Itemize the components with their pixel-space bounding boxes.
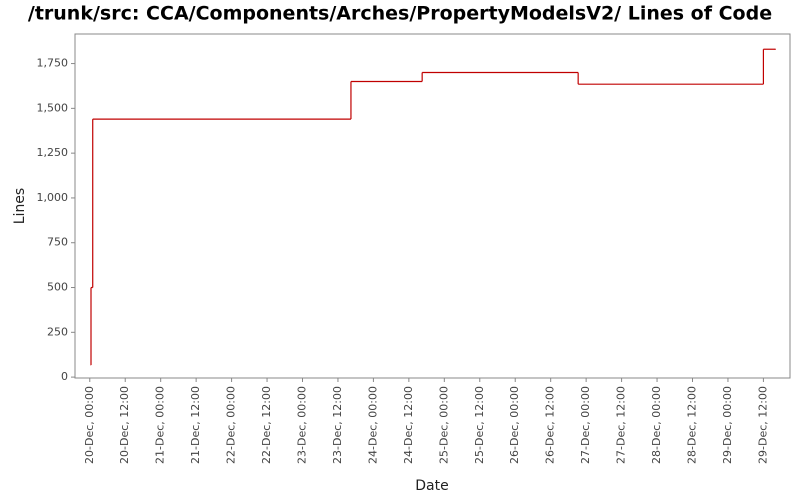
y-tick-label: 1,750 bbox=[37, 57, 69, 70]
y-tick-label: 250 bbox=[47, 325, 68, 338]
y-tick-label: 1,000 bbox=[37, 191, 69, 204]
x-tick-label: 27-Dec, 00:00 bbox=[579, 386, 592, 464]
x-tick-label: 22-Dec, 12:00 bbox=[260, 386, 273, 464]
x-tick-label: 25-Dec, 12:00 bbox=[473, 386, 486, 464]
x-tick-label: 21-Dec, 12:00 bbox=[189, 386, 202, 464]
x-tick-label: 23-Dec, 12:00 bbox=[331, 386, 344, 464]
y-tick-label: 750 bbox=[47, 236, 68, 249]
x-tick-label: 28-Dec, 00:00 bbox=[650, 386, 663, 464]
step-end bbox=[774, 48, 776, 50]
x-tick-label: 22-Dec, 00:00 bbox=[225, 386, 238, 464]
plot-area bbox=[74, 33, 791, 379]
x-tick-label: 26-Dec, 12:00 bbox=[544, 386, 557, 464]
chart-title: /trunk/src: CCA/Components/Arches/Proper… bbox=[28, 3, 772, 25]
x-tick-label: 21-Dec, 00:00 bbox=[154, 386, 167, 464]
y-tick-label: 1,500 bbox=[37, 101, 69, 114]
x-tick-label: 20-Dec, 12:00 bbox=[118, 386, 131, 464]
x-tick-label: 28-Dec, 12:00 bbox=[686, 386, 699, 464]
x-tick-label: 24-Dec, 00:00 bbox=[366, 386, 379, 464]
y-tick-label: 500 bbox=[47, 281, 68, 294]
x-tick-label: 29-Dec, 12:00 bbox=[756, 386, 769, 464]
x-axis-label: Date bbox=[415, 478, 448, 494]
y-tick-label: 0 bbox=[61, 370, 68, 383]
x-tick-label: 24-Dec, 12:00 bbox=[402, 386, 415, 464]
x-tick-label: 26-Dec, 00:00 bbox=[508, 386, 521, 464]
x-tick-label: 29-Dec, 00:00 bbox=[721, 386, 734, 464]
x-tick-label: 20-Dec, 00:00 bbox=[83, 386, 96, 464]
x-tick-label: 27-Dec, 12:00 bbox=[615, 386, 628, 464]
y-tick-label: 1,250 bbox=[37, 146, 69, 159]
x-tick-label: 25-Dec, 00:00 bbox=[437, 386, 450, 464]
x-tick-label: 23-Dec, 00:00 bbox=[296, 386, 309, 464]
y-axis-label: Lines bbox=[12, 188, 28, 224]
